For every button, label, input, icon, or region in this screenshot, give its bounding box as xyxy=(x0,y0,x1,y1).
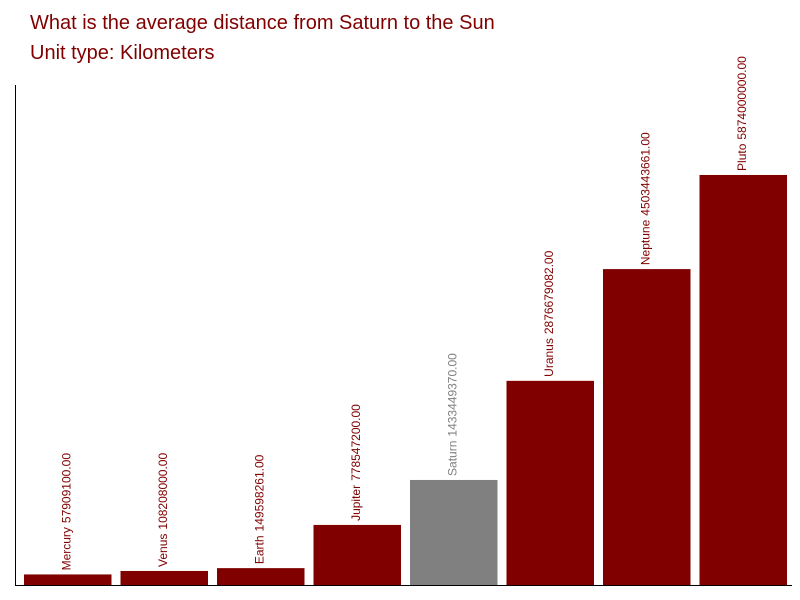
category-label: Uranus xyxy=(542,338,556,377)
bar xyxy=(506,380,594,585)
value-label: 2876679082.00 xyxy=(542,250,556,334)
bar xyxy=(699,174,787,585)
bar-label: Mercury 57909100.00 xyxy=(60,453,74,571)
category-label: Earth xyxy=(253,535,267,564)
value-label: 149598261.00 xyxy=(253,454,267,531)
category-label: Mercury xyxy=(60,527,74,570)
bar xyxy=(313,524,401,585)
value-label: 778547200.00 xyxy=(349,404,363,481)
bar-label: Earth 149598261.00 xyxy=(253,454,267,564)
value-label: 57909100.00 xyxy=(60,453,74,523)
category-label: Pluto xyxy=(735,143,749,171)
bar-label: Jupiter 778547200.00 xyxy=(349,404,363,521)
bar-label: Neptune 4503443661.00 xyxy=(639,132,653,265)
chart-subtitle: Unit type: Kilometers xyxy=(30,42,215,64)
category-label: Venus xyxy=(156,534,170,567)
chart-title: What is the average distance from Saturn… xyxy=(30,12,495,34)
category-label: Neptune xyxy=(639,219,653,265)
category-label: Jupiter xyxy=(349,485,363,521)
bar-label: Pluto 5874000000.00 xyxy=(735,56,749,171)
bar xyxy=(410,479,498,585)
bar xyxy=(24,574,112,585)
bar xyxy=(217,568,305,585)
value-label: 4503443661.00 xyxy=(639,132,653,216)
bar-label: Saturn 1433449370.00 xyxy=(446,353,460,476)
bar-label: Venus 108208000.00 xyxy=(156,453,170,567)
bar xyxy=(120,570,208,585)
category-label: Saturn xyxy=(446,441,460,476)
bar-label: Uranus 2876679082.00 xyxy=(542,250,556,376)
value-label: 5874000000.00 xyxy=(735,56,749,140)
value-label: 1433449370.00 xyxy=(446,353,460,437)
value-label: 108208000.00 xyxy=(156,453,170,530)
bar xyxy=(603,269,691,585)
